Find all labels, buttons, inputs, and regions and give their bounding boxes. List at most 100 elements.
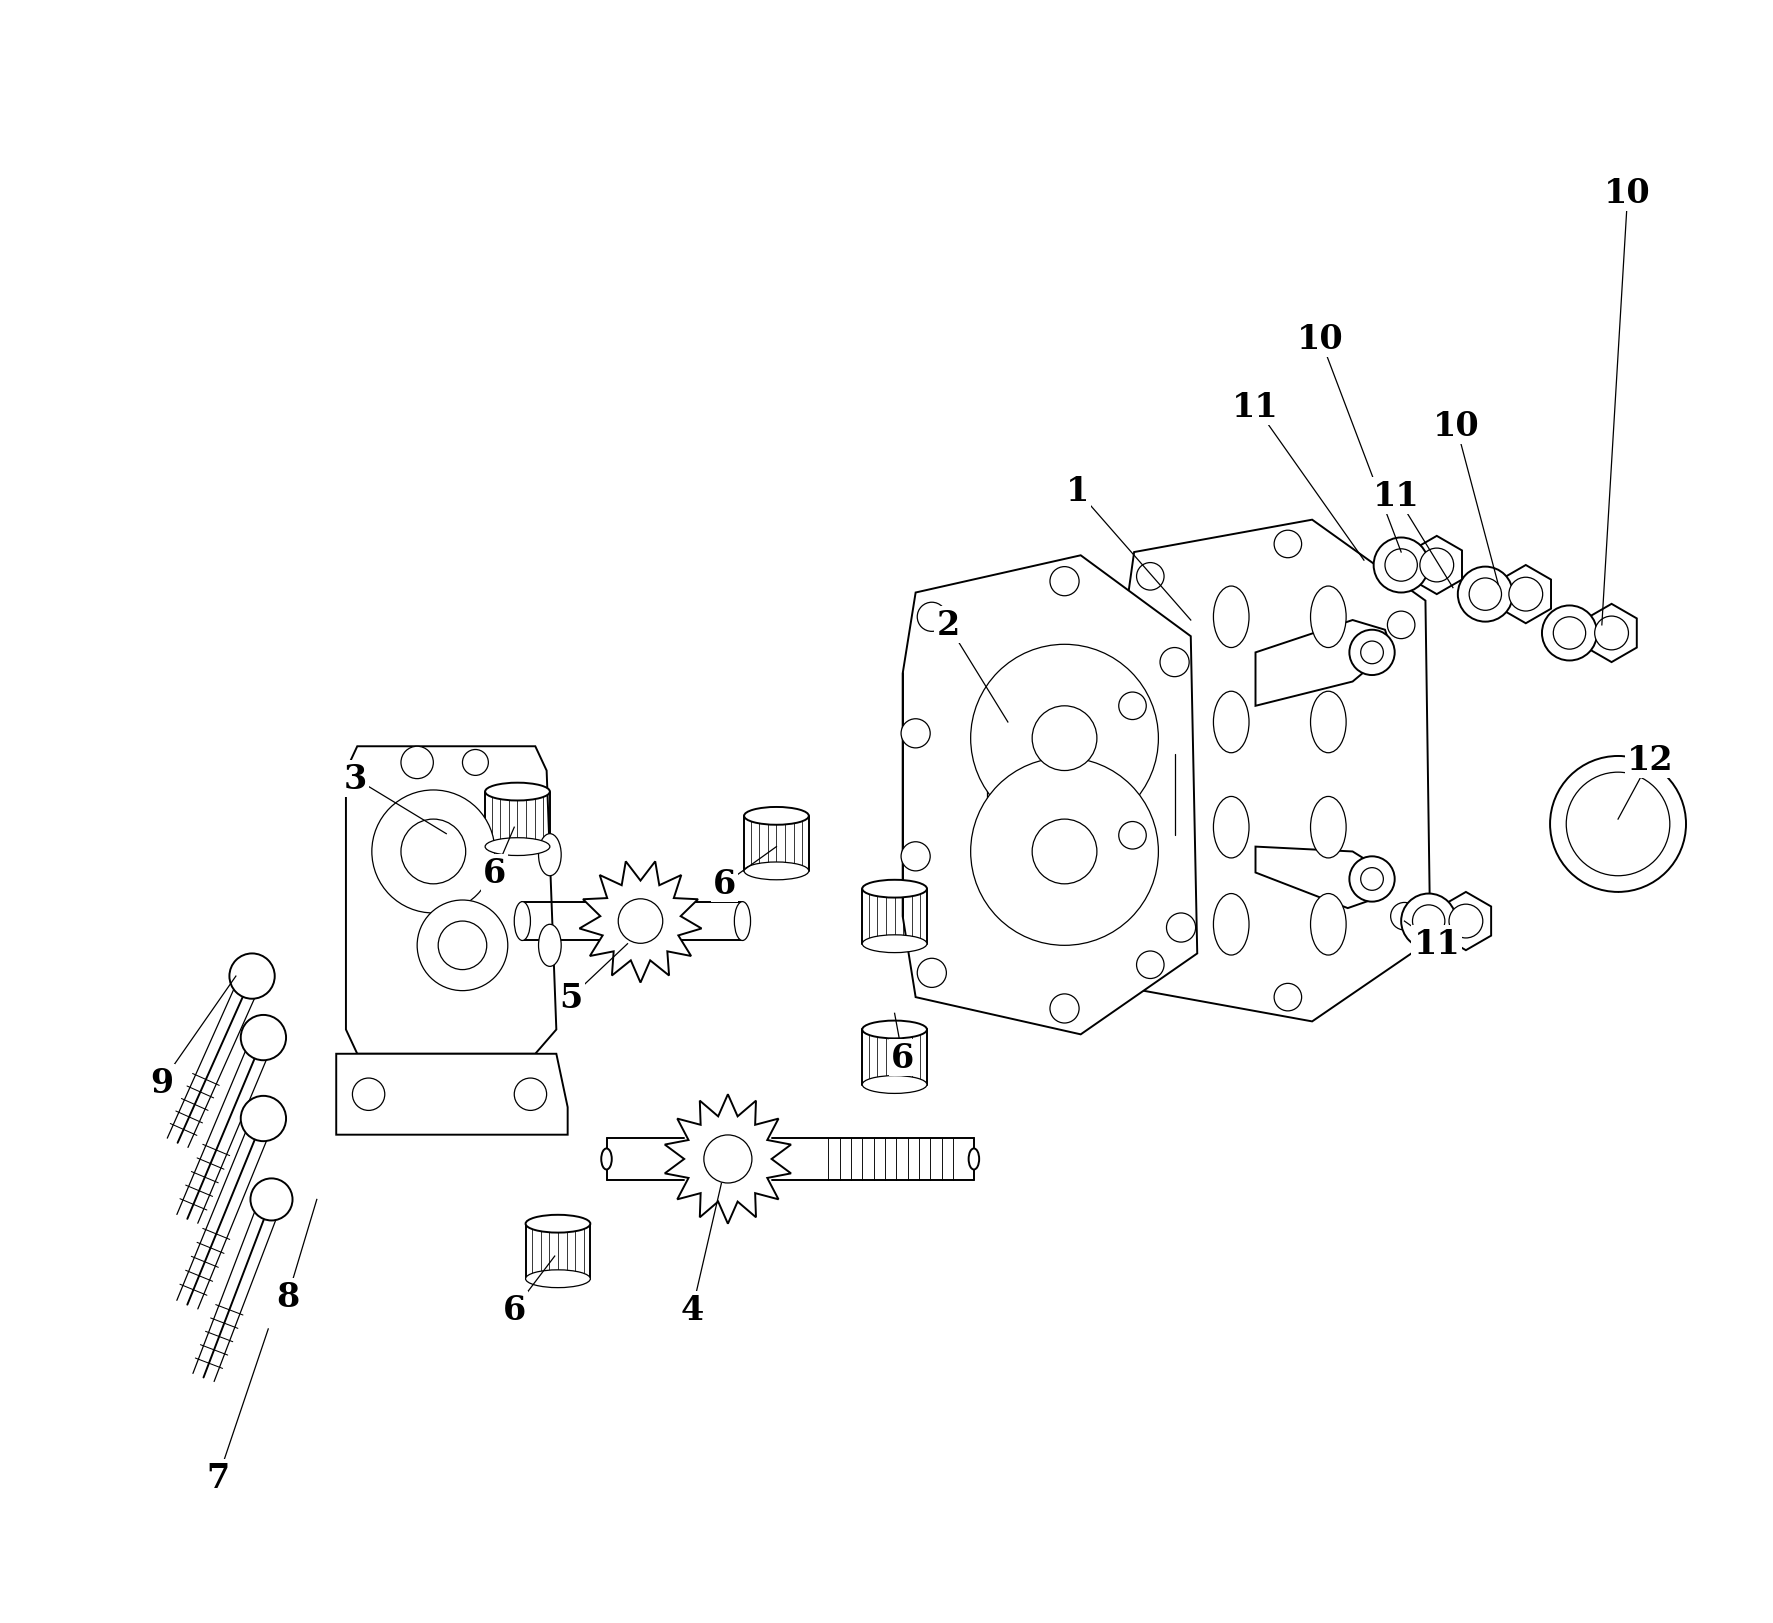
Ellipse shape xyxy=(862,935,927,953)
Circle shape xyxy=(401,820,466,885)
Ellipse shape xyxy=(486,784,550,802)
Polygon shape xyxy=(1255,847,1392,909)
Ellipse shape xyxy=(1310,691,1346,753)
Ellipse shape xyxy=(738,912,746,932)
Circle shape xyxy=(353,1078,385,1110)
Circle shape xyxy=(1349,857,1395,902)
Circle shape xyxy=(241,1096,285,1141)
Circle shape xyxy=(619,899,663,943)
Circle shape xyxy=(1388,612,1415,639)
Polygon shape xyxy=(346,747,557,1053)
Polygon shape xyxy=(580,862,702,984)
Circle shape xyxy=(241,1016,285,1060)
Circle shape xyxy=(1119,693,1147,721)
Circle shape xyxy=(1566,773,1670,876)
Circle shape xyxy=(401,747,433,779)
Circle shape xyxy=(1050,568,1080,596)
Text: 2: 2 xyxy=(936,609,959,643)
Ellipse shape xyxy=(1310,894,1346,956)
Ellipse shape xyxy=(862,1076,927,1094)
Circle shape xyxy=(250,1178,293,1220)
Text: 10: 10 xyxy=(1605,177,1651,209)
Polygon shape xyxy=(1441,893,1491,951)
Circle shape xyxy=(1119,821,1147,849)
Polygon shape xyxy=(665,1094,791,1224)
Ellipse shape xyxy=(518,912,527,932)
Text: 11: 11 xyxy=(1372,480,1420,513)
Circle shape xyxy=(970,758,1158,946)
Ellipse shape xyxy=(745,808,808,824)
Circle shape xyxy=(917,959,947,988)
Circle shape xyxy=(1032,820,1097,885)
Circle shape xyxy=(1136,563,1165,591)
Circle shape xyxy=(1275,984,1301,1011)
Circle shape xyxy=(1449,904,1482,938)
Text: 6: 6 xyxy=(713,868,736,901)
Ellipse shape xyxy=(1213,894,1248,956)
Text: 11: 11 xyxy=(1413,928,1461,961)
Ellipse shape xyxy=(601,1149,612,1170)
Circle shape xyxy=(1136,951,1165,979)
Circle shape xyxy=(1470,578,1502,610)
Text: 10: 10 xyxy=(1296,323,1344,355)
Circle shape xyxy=(514,1078,546,1110)
Polygon shape xyxy=(1255,620,1392,706)
Ellipse shape xyxy=(539,925,562,967)
Circle shape xyxy=(1401,894,1456,949)
Circle shape xyxy=(417,901,507,992)
Text: 9: 9 xyxy=(151,1066,174,1100)
Ellipse shape xyxy=(734,902,750,941)
Circle shape xyxy=(372,790,495,914)
Ellipse shape xyxy=(968,1149,979,1170)
Circle shape xyxy=(1050,995,1080,1024)
Circle shape xyxy=(1275,531,1301,558)
Circle shape xyxy=(1543,605,1597,661)
Ellipse shape xyxy=(862,880,927,898)
Ellipse shape xyxy=(1310,586,1346,648)
Circle shape xyxy=(1413,906,1445,938)
Ellipse shape xyxy=(486,837,550,855)
Ellipse shape xyxy=(525,1216,590,1233)
Text: 7: 7 xyxy=(206,1461,230,1495)
Circle shape xyxy=(1349,630,1395,675)
Text: 1: 1 xyxy=(1066,476,1089,508)
Circle shape xyxy=(1457,568,1512,622)
Circle shape xyxy=(704,1134,752,1183)
Ellipse shape xyxy=(514,902,530,941)
Circle shape xyxy=(1553,617,1585,649)
Text: 6: 6 xyxy=(892,1040,915,1074)
Text: 4: 4 xyxy=(681,1294,704,1326)
Text: 11: 11 xyxy=(1232,391,1278,424)
Polygon shape xyxy=(1500,566,1551,623)
Ellipse shape xyxy=(525,1271,590,1287)
Polygon shape xyxy=(1122,521,1431,1022)
Circle shape xyxy=(1509,578,1543,612)
Ellipse shape xyxy=(539,834,562,876)
Circle shape xyxy=(229,954,275,1000)
Circle shape xyxy=(970,644,1158,833)
Polygon shape xyxy=(1411,537,1463,594)
Polygon shape xyxy=(1587,604,1636,662)
Text: 8: 8 xyxy=(277,1281,300,1313)
Polygon shape xyxy=(902,557,1197,1035)
Circle shape xyxy=(1420,549,1454,583)
Ellipse shape xyxy=(1213,691,1248,753)
Circle shape xyxy=(1167,914,1195,943)
Text: 3: 3 xyxy=(344,763,367,795)
Circle shape xyxy=(1550,756,1686,893)
Text: 12: 12 xyxy=(1628,743,1674,776)
Ellipse shape xyxy=(1213,797,1248,859)
Circle shape xyxy=(1360,641,1383,664)
Circle shape xyxy=(1032,706,1097,771)
Circle shape xyxy=(1160,648,1190,677)
Ellipse shape xyxy=(862,1021,927,1039)
Ellipse shape xyxy=(1310,797,1346,859)
Text: 5: 5 xyxy=(558,980,583,1014)
Text: 10: 10 xyxy=(1433,411,1479,443)
Text: 6: 6 xyxy=(502,1294,527,1326)
Circle shape xyxy=(1390,902,1418,930)
Circle shape xyxy=(917,602,947,631)
Polygon shape xyxy=(337,1053,567,1134)
Circle shape xyxy=(901,719,931,748)
Circle shape xyxy=(463,750,488,776)
